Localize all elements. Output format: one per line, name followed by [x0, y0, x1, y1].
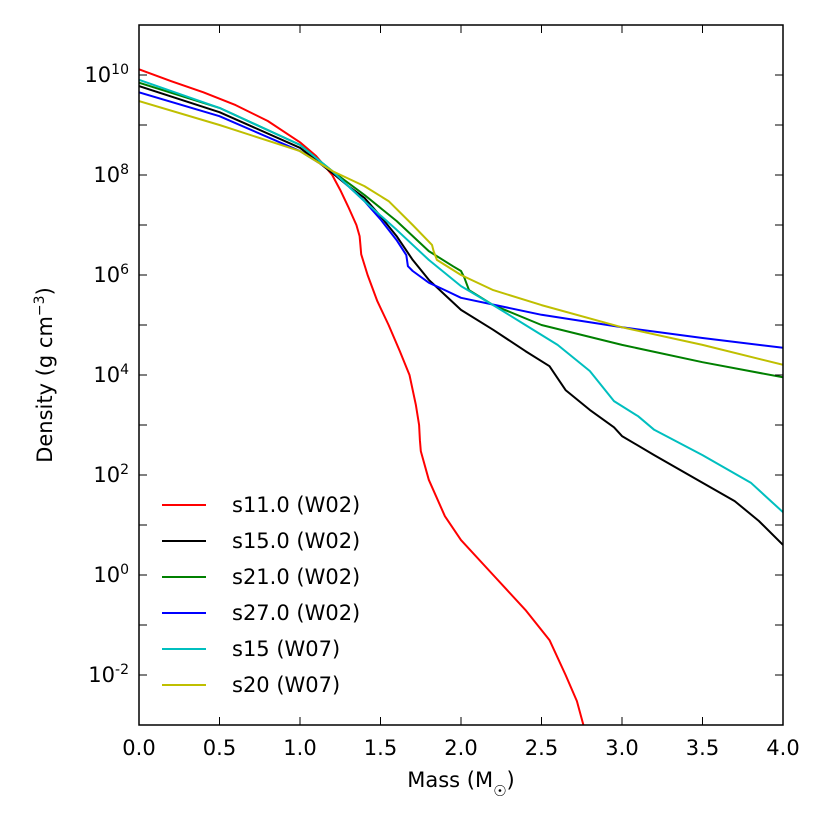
y-tick-label: 102 [93, 462, 129, 487]
x-tick-label: 3.0 [605, 736, 638, 760]
x-tick-label: 2.5 [525, 736, 558, 760]
x-tick-label: 0.5 [203, 736, 236, 760]
legend-label-2: s21.0 (W02) [232, 565, 360, 589]
x-tick-label: 1.5 [364, 736, 397, 760]
y-tick-label: 104 [93, 362, 129, 387]
x-tick-label: 3.5 [686, 736, 719, 760]
legend-label-3: s27.0 (W02) [232, 601, 360, 625]
series-line-0 [139, 68, 585, 725]
series-layer [139, 68, 783, 725]
legend-label-5: s20 (W07) [232, 673, 340, 697]
y-tick-label: 10-2 [88, 662, 129, 687]
x-tick-label: 1.0 [283, 736, 316, 760]
y-tick-label: 106 [93, 262, 129, 287]
x-tick-label: 0.0 [122, 736, 155, 760]
y-tick-label: 1010 [84, 62, 129, 87]
x-axis-label: Mass (M☉) [407, 768, 515, 800]
y-tick-label: 100 [93, 562, 129, 587]
y-tick-label: 108 [93, 162, 129, 187]
legend: s11.0 (W02) s15.0 (W02) s21.0 (W02) s27.0 (… [162, 493, 360, 697]
legend-label-4: s15 (W07) [232, 637, 340, 661]
x-tick-label: 4.0 [766, 736, 799, 760]
legend-label-1: s15.0 (W02) [232, 529, 360, 553]
y-axis-label: Density (g cm−3) [32, 287, 57, 463]
tick-layer: 0.0 0.5 1.0 1.5 2.0 2.5 3.0 3.5 4.0 10-2 100 102 104… [84, 24, 800, 760]
x-tick-label: 2.0 [444, 736, 477, 760]
legend-label-0: s11.0 (W02) [232, 493, 360, 517]
series-line-5 [139, 100, 783, 366]
